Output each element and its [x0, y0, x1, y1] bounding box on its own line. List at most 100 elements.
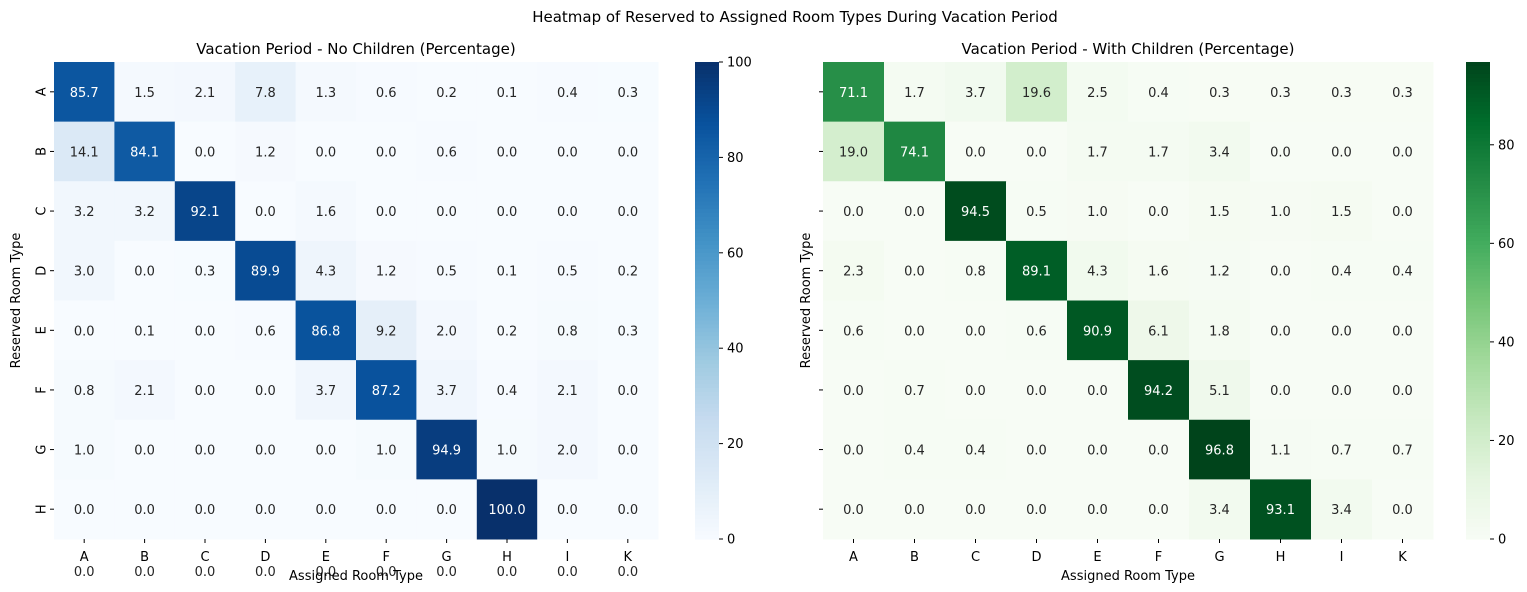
- cell-value-label: 4.3: [315, 265, 336, 280]
- colorbar-segment: [1466, 483, 1490, 488]
- heatmap-cell: [476, 181, 538, 242]
- colorbar-segment: [695, 81, 719, 87]
- colorbar-segment: [1466, 439, 1490, 445]
- cell-value-label: 2.0: [436, 324, 457, 339]
- colorbar-segment: [1466, 332, 1490, 337]
- colorbar-segment: [695, 260, 719, 266]
- colorbar-segment: [695, 109, 719, 115]
- heatmap-cell: [537, 121, 599, 182]
- colorbar-segment: [695, 280, 719, 286]
- heatmap-cell: [416, 300, 478, 361]
- heatmap-cell: [1067, 419, 1129, 480]
- x-tick-label: H: [1276, 550, 1286, 565]
- colorbar-segment: [1466, 535, 1490, 540]
- heatmap-cell: [1250, 419, 1312, 480]
- cell-value-label: 0.0: [376, 145, 397, 160]
- colorbar-segment: [695, 73, 719, 79]
- cell-value-label: 92.1: [191, 205, 220, 220]
- heatmap-cell: [114, 479, 176, 540]
- colorbar-segment: [695, 316, 719, 321]
- cell-value-label: 0.0: [315, 565, 336, 580]
- cell-value-label: 1.7: [1087, 145, 1108, 160]
- cell-value-label: 1.8: [1209, 324, 1230, 339]
- colorbar-segment: [695, 129, 719, 135]
- colorbar-segment: [695, 495, 719, 500]
- cell-value-label: 1.1: [1270, 444, 1291, 459]
- heatmap-cell: [174, 62, 236, 123]
- heatmap-cell: [884, 181, 946, 242]
- colorbar-segment: [1466, 356, 1490, 361]
- colorbar-segment: [695, 240, 719, 246]
- colorbar-segment: [695, 105, 719, 111]
- cell-value-label: 0.0: [74, 324, 95, 339]
- colorbar-segment: [695, 519, 719, 524]
- colorbar-segment: [1466, 411, 1490, 417]
- heatmap-cell: [884, 360, 946, 421]
- colorbar-segment: [1466, 403, 1490, 409]
- heatmap-cell: [1189, 300, 1251, 361]
- cell-value-label: 0.0: [843, 444, 864, 459]
- colorbar-segment: [1466, 113, 1490, 119]
- heatmap-cell: [174, 181, 236, 242]
- colorbar-segment: [1466, 328, 1490, 333]
- cell-value-label: 1.0: [497, 444, 518, 459]
- colorbar-segment: [1466, 304, 1490, 310]
- colorbar-segment: [695, 364, 719, 369]
- cell-value-label: 0.0: [376, 565, 397, 580]
- colorbar-segment: [1466, 360, 1490, 365]
- cell-value-label: 0.0: [134, 265, 155, 280]
- colorbar-segment: [695, 503, 719, 508]
- colorbar-segment: [1466, 161, 1490, 166]
- heatmap-cell: [114, 121, 176, 182]
- cell-value-label: 2.5: [1087, 86, 1108, 101]
- colorbar-segment: [1466, 137, 1490, 143]
- heatmap-cell: [597, 181, 659, 242]
- colorbar-segment: [1466, 427, 1490, 433]
- colorbar-segment: [1466, 145, 1490, 151]
- cell-value-label: 0.0: [1392, 145, 1413, 160]
- heatmap-cell: [295, 240, 357, 301]
- colorbar-segment: [1466, 312, 1490, 317]
- heatmap-cell: [1311, 121, 1373, 182]
- colorbar-segment: [695, 372, 719, 377]
- colorbar-segment: [1466, 65, 1490, 71]
- colorbar-segment: [695, 272, 719, 278]
- colorbar-segment: [1466, 221, 1490, 226]
- cell-value-label: 86.8: [311, 324, 340, 339]
- colorbar-segment: [695, 535, 719, 540]
- cell-value-label: 0.0: [497, 205, 518, 220]
- heatmap-cell: [54, 121, 115, 182]
- colorbar-segment: [1466, 308, 1490, 314]
- colorbar-segment: [1466, 316, 1490, 321]
- colorbar-segment: [1466, 395, 1490, 401]
- heatmap-cell: [174, 479, 236, 540]
- cell-value-label: 0.0: [1148, 205, 1169, 220]
- colorbar-segment: [695, 439, 719, 445]
- heatmap-cell: [945, 62, 1007, 123]
- heatmap-cell: [356, 62, 417, 123]
- colorbar-segment: [695, 137, 719, 143]
- cell-value-label: 0.4: [904, 444, 925, 459]
- heatmap-cell: [1067, 240, 1129, 301]
- colorbar-segment: [1466, 165, 1490, 170]
- colorbar-segment: [695, 209, 719, 214]
- colorbar-segment: [1466, 447, 1490, 453]
- colorbar-segment: [1466, 77, 1490, 83]
- cell-value-label: 0.5: [1026, 205, 1047, 220]
- colorbar-segment: [1466, 173, 1490, 178]
- colorbar-segment: [1466, 81, 1490, 87]
- cell-value-label: 0.4: [1331, 265, 1352, 280]
- cell-value-label: 0.0: [255, 565, 276, 580]
- cell-value-label: 0.0: [1026, 444, 1047, 459]
- colorbar-segment: [1466, 479, 1490, 484]
- colorbar-segment: [695, 451, 719, 457]
- y-tick-label: B: [35, 147, 50, 156]
- y-tick-label: F: [35, 386, 50, 393]
- colorbar-segment: [695, 276, 719, 282]
- cell-value-label: 1.2: [255, 145, 276, 160]
- colorbar-segment: [695, 197, 719, 202]
- x-tick-label: C: [200, 550, 209, 565]
- colorbar-segment: [695, 117, 719, 123]
- colorbar-segment: [695, 177, 719, 182]
- colorbar-segment: [1466, 419, 1490, 425]
